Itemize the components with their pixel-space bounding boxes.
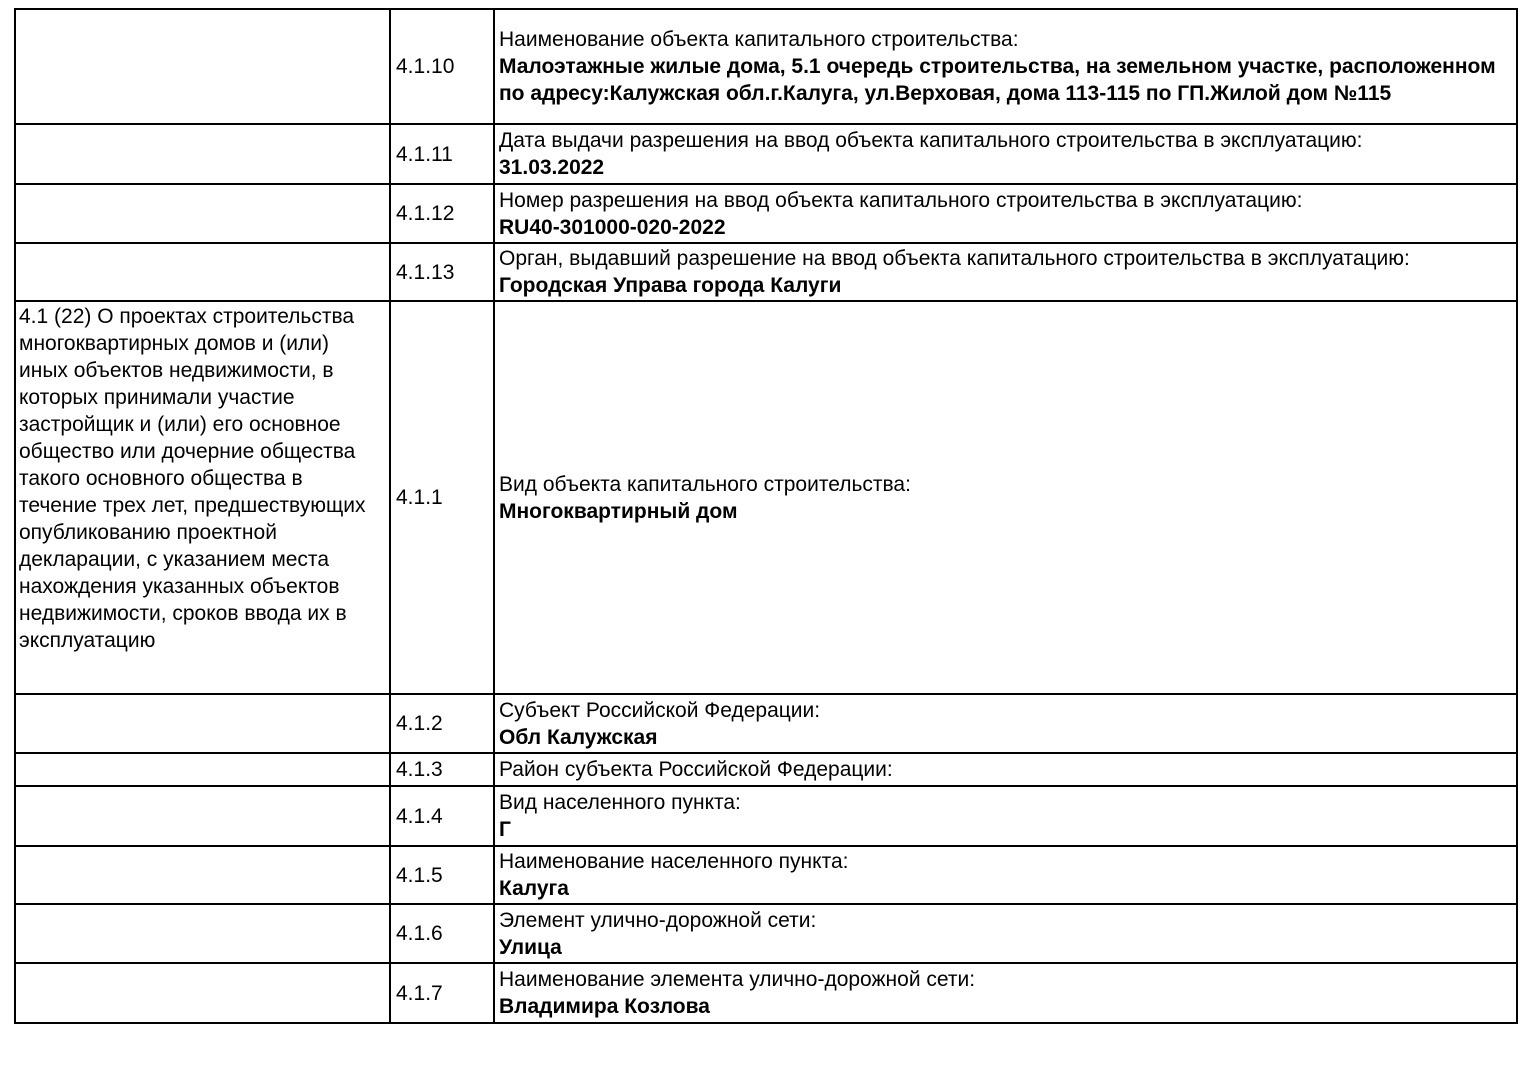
field-value: Многоквартирный дом (499, 499, 738, 523)
row-code: 4.1.11 (389, 123, 495, 185)
note-cell-empty (14, 903, 391, 964)
field-label: Район субъекта Российской Федерации: (499, 758, 893, 781)
table-row: 4.1.4 Вид населенного пункта: Г (14, 785, 1518, 847)
table-row: 4.1.7 Наименование элемента улично-дорож… (14, 962, 1518, 1024)
row-code: 4.1.7 (389, 962, 495, 1024)
table-row: 4.1.6 Элемент улично-дорожной сети: Улиц… (14, 903, 1518, 964)
field-label: Субъект Российской Федерации: (499, 698, 821, 722)
note-cell-empty (14, 752, 391, 787)
row-code: 4.1.2 (389, 693, 495, 754)
table-row: 4.1 (22) О проектах строительства многок… (14, 300, 1518, 695)
field-value: Обл Калужская (499, 725, 658, 749)
content-cell: Элемент улично-дорожной сети: Улица (493, 903, 1518, 964)
field-label: Наименование элемента улично-дорожной се… (499, 968, 976, 991)
field-label: Номер разрешения на ввод объекта капитал… (499, 188, 1303, 212)
note-cell-empty (14, 693, 391, 754)
content-cell: Дата выдачи разрешения на ввод объекта к… (493, 123, 1518, 185)
row-code: 4.1.10 (389, 8, 495, 125)
field-value: Малоэтажные жилые дома, 5.1 очередь стро… (499, 55, 1496, 105)
row-code: 4.1.12 (389, 183, 495, 244)
field-label: Дата выдачи разрешения на ввод объекта к… (499, 129, 1363, 152)
content-cell: Субъект Российской Федерации: Обл Калужс… (493, 693, 1518, 754)
content-cell: Район субъекта Российской Федерации: (493, 752, 1518, 787)
content-cell: Наименование населенного пункта: Калуга (493, 845, 1518, 905)
content-cell: Номер разрешения на ввод объекта капитал… (493, 183, 1518, 244)
table-row: 4.1.12 Номер разрешения на ввод объекта … (14, 183, 1518, 244)
field-label: Вид объекта капитального строительства: (499, 472, 911, 496)
field-label: Наименование объекта капитального строит… (499, 28, 1019, 51)
field-value: Г (499, 818, 511, 841)
note-cell-empty (14, 183, 391, 244)
field-label: Вид населенного пункта: (499, 791, 741, 814)
content-cell: Вид объекта капитального строительства: … (493, 300, 1518, 695)
table-row: 4.1.11 Дата выдачи разрешения на ввод об… (14, 123, 1518, 185)
table-row: 4.1.13 Орган, выдавший разрешение на вво… (14, 242, 1518, 302)
row-code: 4.1.3 (389, 752, 495, 787)
field-value: Владимира Козлова (499, 995, 710, 1018)
table-row: 4.1.3 Район субъекта Российской Федераци… (14, 752, 1518, 787)
row-code: 4.1.1 (389, 300, 495, 695)
note-cell-empty (14, 242, 391, 302)
field-value: 31.03.2022 (499, 156, 605, 179)
note-cell-empty (14, 962, 391, 1024)
note-cell-empty (14, 785, 391, 847)
field-label: Орган, выдавший разрешение на ввод объек… (499, 247, 1410, 270)
table-row: 4.1.10 Наименование объекта капитального… (14, 8, 1518, 125)
field-label: Элемент улично-дорожной сети: (499, 908, 817, 932)
field-value: Калуга (499, 877, 569, 900)
row-code: 4.1.4 (389, 785, 495, 847)
field-value: Городская Управа города Калуги (499, 274, 842, 297)
row-code: 4.1.6 (389, 903, 495, 964)
field-label: Наименование населенного пункта: (499, 850, 849, 873)
content-cell: Орган, выдавший разрешение на ввод объек… (493, 242, 1518, 302)
declaration-table: 4.1.10 Наименование объекта капитального… (14, 8, 1518, 1024)
field-value: Улица (499, 935, 562, 959)
row-code: 4.1.13 (389, 242, 495, 302)
content-cell: Наименование объекта капитального строит… (493, 8, 1518, 125)
content-cell: Вид населенного пункта: Г (493, 785, 1518, 847)
content-cell: Наименование элемента улично-дорожной се… (493, 962, 1518, 1024)
note-cell-empty (14, 8, 391, 125)
note-cell-empty (14, 123, 391, 185)
table-row: 4.1.5 Наименование населенного пункта: К… (14, 845, 1518, 905)
table-row: 4.1.2 Субъект Российской Федерации: Обл … (14, 693, 1518, 754)
row-code: 4.1.5 (389, 845, 495, 905)
document-page: 4.1.10 Наименование объекта капитального… (14, 8, 1518, 1024)
section-note: 4.1 (22) О проектах строительства многок… (14, 300, 391, 695)
note-cell-empty (14, 845, 391, 905)
field-value: RU40-301000-020-2022 (499, 215, 726, 239)
